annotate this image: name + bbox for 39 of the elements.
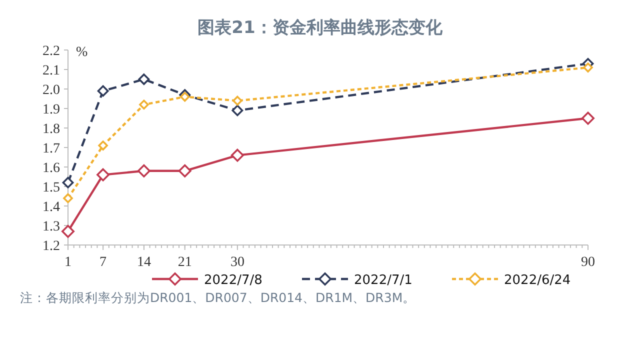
legend-label: 2022/7/1 <box>354 273 412 288</box>
x-tick-label: 7 <box>100 255 107 270</box>
x-tick-label: 1 <box>64 255 72 270</box>
x-tick-label: 30 <box>230 255 244 270</box>
point <box>62 176 74 188</box>
point <box>582 112 594 125</box>
point <box>180 92 190 102</box>
point <box>139 100 149 110</box>
y-tick-label: 1.3 <box>42 220 60 234</box>
y-tick-label: 1.7 <box>42 142 60 156</box>
point <box>232 96 242 106</box>
point <box>138 74 150 85</box>
point <box>583 62 593 72</box>
point <box>178 164 192 178</box>
point <box>97 85 109 97</box>
point <box>98 140 108 150</box>
y-tick-label: 1.5 <box>42 180 60 196</box>
y-tick-label: 2.2 <box>42 44 60 59</box>
legend-label: 2022/6/24 <box>504 273 571 288</box>
legend-label: 2022/7/8 <box>204 273 262 288</box>
point <box>230 148 244 162</box>
point <box>62 224 74 238</box>
x-tick-label: 14 <box>136 255 151 270</box>
y-tick-label: 1.2 <box>42 239 60 254</box>
y-tick-label: 1.8 <box>42 122 60 137</box>
point <box>232 104 244 116</box>
text: 注：各期限利率分别为DR001、DR007、DR014、DR1M、DR3M。 <box>20 290 416 305</box>
point <box>96 168 110 182</box>
y-tick-label: 1.9 <box>42 102 60 118</box>
chart-title: 图表21：资金利率曲线形态变化 <box>198 18 444 38</box>
x-tick-label: 90 <box>581 255 595 270</box>
x-tick-label: 21 <box>178 255 192 270</box>
y-axis-title: % <box>76 45 88 60</box>
y-tick-label: 1.4 <box>42 200 60 215</box>
y-tick-label: 2.0 <box>42 83 60 98</box>
point <box>137 164 150 178</box>
y-tick-label: 1.6 <box>42 161 60 176</box>
y-tick-label: 2.1 <box>42 64 60 78</box>
point <box>63 193 73 204</box>
